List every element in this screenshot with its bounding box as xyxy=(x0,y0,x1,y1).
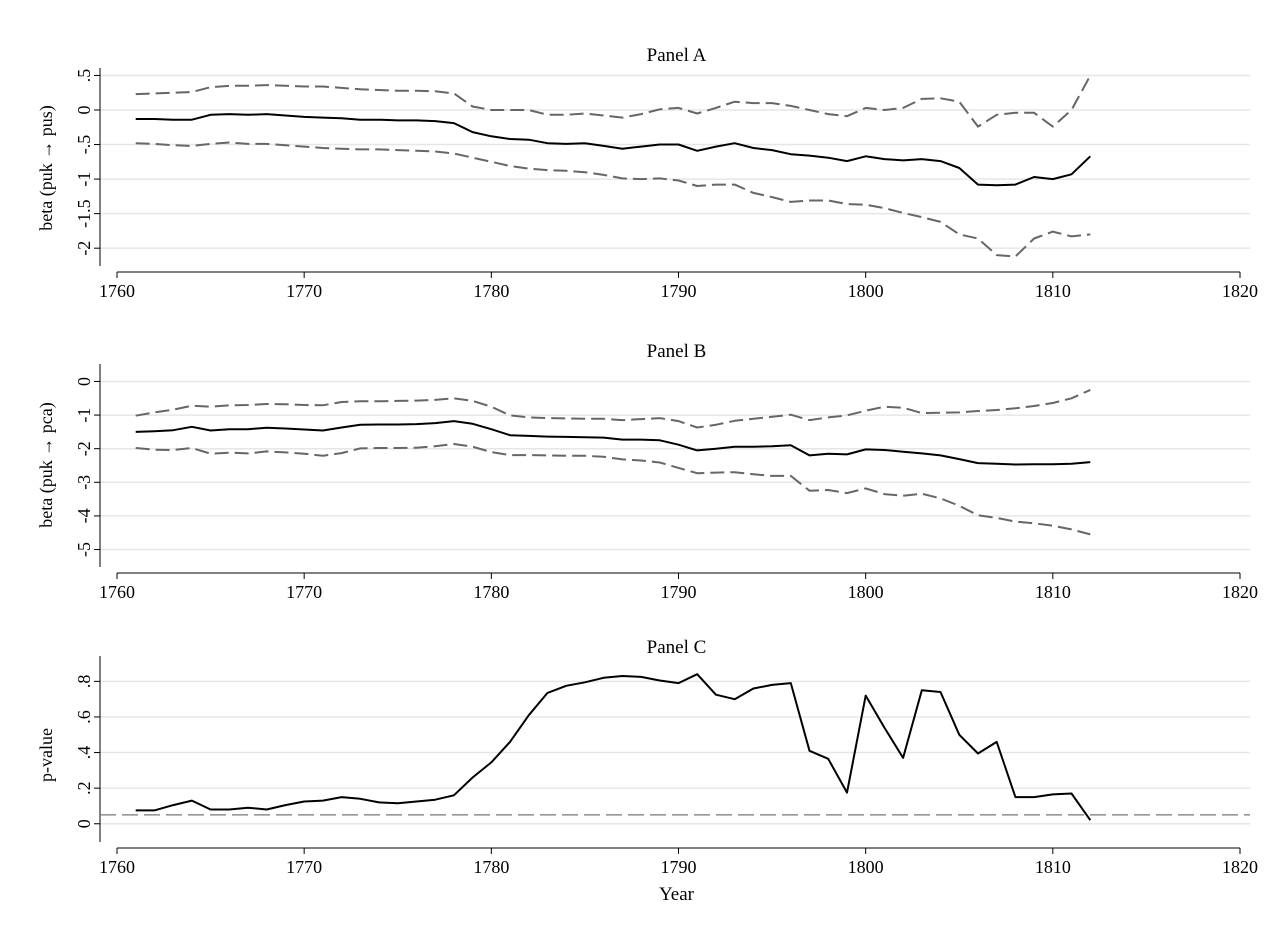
panel-2-ytick-label: -2 xyxy=(74,441,94,456)
panel-2-series-1-line xyxy=(135,420,1091,466)
panel-1: -2 -1.5 -1 -.5 0 .5 1760 1770 1780 1790 1800 1810 18… xyxy=(36,45,1258,301)
panel-2-xtick-label: 1770 xyxy=(286,582,322,602)
panel-2-ytick-label: -3 xyxy=(74,475,94,490)
panel-2-xtick-label: 1760 xyxy=(99,582,135,602)
panel-3-xtick-label: 1810 xyxy=(1035,857,1071,877)
panel-3-x-label: Year xyxy=(659,884,695,905)
panel-1-y-label: beta (puk → pus) xyxy=(36,105,57,230)
panel-2: -5 -4 -3 -2 -1 0 1760 1770 1780 1790 1800 1810 1820 P… xyxy=(36,341,1258,602)
panel-2-ytick-label: -1 xyxy=(74,408,94,423)
panel-1-xtick-label: 1780 xyxy=(473,281,509,301)
panel-3-xtick-label: 1770 xyxy=(286,857,322,877)
panel-1-ytick-label: 0 xyxy=(74,106,94,115)
panel-3-series-1-line xyxy=(135,673,1092,821)
panel-2-xtick-label: 1810 xyxy=(1035,582,1071,602)
panel-2-y-label: beta (puk → pca) xyxy=(36,402,57,527)
panel-1-xtick-label: 1800 xyxy=(848,281,884,301)
panel-3: 0 .2 .4 .6 .8 1760 1770 1780 1790 1800 1810 1820 Pan… xyxy=(36,637,1258,905)
panel-3-xtick-label: 1790 xyxy=(661,857,697,877)
panel-1-ytick-label: -.5 xyxy=(74,135,94,155)
panel-3-xtick-label: 1820 xyxy=(1222,857,1258,877)
panel-1-title: Panel A xyxy=(647,45,707,66)
panel-3-y-label: p-value xyxy=(36,728,56,782)
panel-2-xtick-label: 1800 xyxy=(848,582,884,602)
panel-1-ytick-label: -1 xyxy=(74,172,94,187)
panel-3-title: Panel C xyxy=(647,637,707,658)
panel-2-ytick-label: 0 xyxy=(74,377,94,386)
panel-2-xtick-label: 1820 xyxy=(1222,582,1258,602)
panel-1-ytick-label: -2 xyxy=(74,241,94,256)
panel-3-xtick-label: 1800 xyxy=(848,857,884,877)
panel-2-xtick-label: 1790 xyxy=(661,582,697,602)
panel-1-series-1-line xyxy=(135,113,1091,187)
panel-1-xtick-label: 1810 xyxy=(1035,281,1071,301)
panel-1-series-3-line xyxy=(135,141,1091,258)
panel-3-xtick-label: 1760 xyxy=(99,857,135,877)
panel-2-series-2-line xyxy=(135,388,1091,429)
panel-2-series-3-line xyxy=(135,443,1091,536)
panel-2-xtick-label: 1780 xyxy=(473,582,509,602)
panel-1-ytick-label: .5 xyxy=(74,69,94,83)
panel-3-ytick-label: 0 xyxy=(74,819,94,828)
panel-3-ytick-label: .8 xyxy=(74,675,94,689)
panel-2-ytick-label: -4 xyxy=(74,508,94,523)
panel-3-xtick-label: 1780 xyxy=(473,857,509,877)
panel-3-ytick-label: .2 xyxy=(74,781,94,795)
panel-1-xtick-label: 1770 xyxy=(286,281,322,301)
panel-2-ytick-label: -5 xyxy=(74,542,94,557)
panel-3-ytick-label: .6 xyxy=(74,710,94,724)
panel-2-title: Panel B xyxy=(647,341,707,362)
panel-1-xtick-label: 1790 xyxy=(661,281,697,301)
panel-1-xtick-label: 1760 xyxy=(99,281,135,301)
panel-1-series-2-line xyxy=(135,75,1092,128)
panel-1-xtick-label: 1820 xyxy=(1222,281,1258,301)
panel-1-ytick-label: -1.5 xyxy=(74,199,94,228)
panel-3-ytick-label: .4 xyxy=(74,746,94,760)
